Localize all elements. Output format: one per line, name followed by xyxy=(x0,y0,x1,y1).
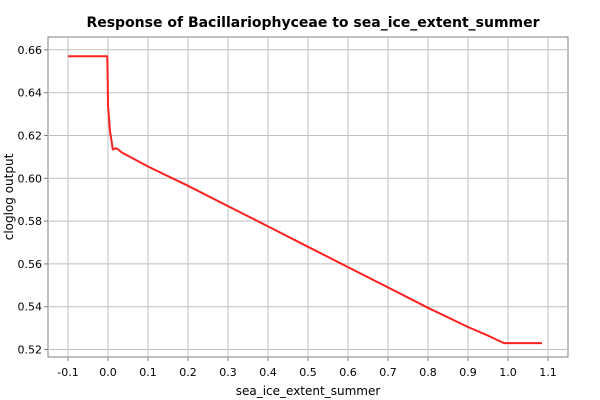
y-tick-label: 0.62 xyxy=(18,130,43,143)
y-tick-label: 0.56 xyxy=(18,258,43,271)
y-tick-label: 0.60 xyxy=(18,172,43,185)
x-tick-label: 1.1 xyxy=(539,366,557,379)
y-axis-label: cloglog output xyxy=(2,153,16,240)
response-curve xyxy=(68,55,542,345)
x-tick-label: 0.6 xyxy=(339,366,357,379)
grid xyxy=(48,37,568,357)
x-tick-label: 0.2 xyxy=(179,366,197,379)
y-tick-label: 0.52 xyxy=(18,344,43,357)
chart-title: Response of Bacillariophyceae to sea_ice… xyxy=(86,15,539,31)
y-tick-label: 0.64 xyxy=(18,87,43,100)
x-tick-label: 0.5 xyxy=(299,366,317,379)
y-tick-label: 0.54 xyxy=(18,301,43,314)
x-tick-label: -0.1 xyxy=(57,366,78,379)
x-tick-label: 0.9 xyxy=(459,366,477,379)
x-tick-label: 0.0 xyxy=(99,366,117,379)
x-tick-label: 0.4 xyxy=(259,366,277,379)
x-tick-label: 1.0 xyxy=(499,366,517,379)
response-curve-group xyxy=(68,55,542,345)
y-axis-ticks: 0.52 0.54 0.56 0.58 0.60 0.62 0.64 0.66 xyxy=(18,44,48,357)
x-tick-label: 0.3 xyxy=(219,366,237,379)
x-tick-label: 0.7 xyxy=(379,366,397,379)
x-tick-label: 0.8 xyxy=(419,366,437,379)
x-axis-ticks: -0.1 0.0 0.1 0.2 0.3 0.4 0.5 0.6 0.7 0.8 0.9 1.0 1.1 xyxy=(57,357,557,379)
x-tick-label: 0.1 xyxy=(139,366,157,379)
y-tick-label: 0.58 xyxy=(18,215,43,228)
y-tick-label: 0.66 xyxy=(18,44,43,57)
x-axis-label: sea_ice_extent_summer xyxy=(236,384,381,398)
